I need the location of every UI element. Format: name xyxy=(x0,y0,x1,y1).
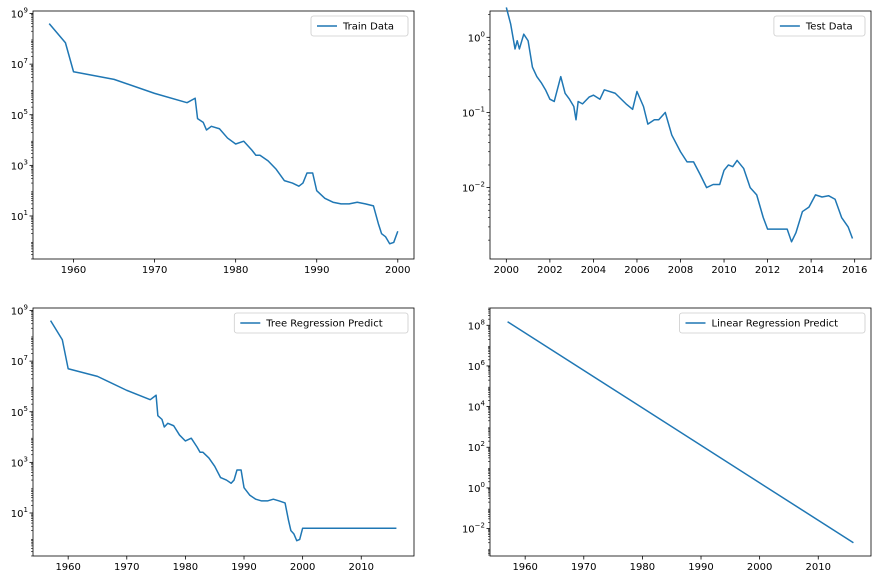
x-tick-label: 2000 xyxy=(747,562,772,573)
x-tick-label: 2014 xyxy=(798,265,823,276)
x-tick-label: 2002 xyxy=(537,265,562,276)
x-tick-label: 1970 xyxy=(571,562,596,573)
y-tick-label: 10−2 xyxy=(462,522,485,536)
y-tick-label: 101 xyxy=(11,506,28,520)
legend-box xyxy=(310,15,409,37)
x-tick-label: 1990 xyxy=(304,265,329,276)
x-tick-label: 2016 xyxy=(842,265,867,276)
y-tick-label: 101 xyxy=(11,209,28,223)
legend-label: Linear Regression Predict xyxy=(712,319,839,330)
x-tick-label: 2010 xyxy=(349,562,374,573)
axes-frame xyxy=(489,307,872,557)
legend: Linear Regression Predict xyxy=(679,312,866,334)
y-tick-label: 109 xyxy=(11,7,28,21)
legend-box xyxy=(679,312,866,334)
legend-box xyxy=(773,15,866,37)
x-tick-label: 1960 xyxy=(512,562,537,573)
x-tick-label: 2010 xyxy=(806,562,831,573)
y-tick-label: 108 xyxy=(468,318,485,332)
series-line xyxy=(48,23,399,245)
series-line xyxy=(505,7,854,243)
x-tick-label: 2012 xyxy=(755,265,780,276)
x-tick-label: 1970 xyxy=(114,562,139,573)
y-tick-label: 104 xyxy=(468,400,486,414)
x-tick-label: 2000 xyxy=(290,562,315,573)
subplot-tree-regression-predict: 1960 1970 1980 1990 2000 2010 101 103 105 107 109 T… xyxy=(11,304,415,573)
axes-frame xyxy=(32,307,415,557)
x-tick-label: 1990 xyxy=(688,562,713,573)
y-tick-label: 109 xyxy=(11,304,28,318)
x-tick-label: 1960 xyxy=(61,265,86,276)
x-tick-label: 2000 xyxy=(385,265,410,276)
y-tick-label: 10−1 xyxy=(462,105,485,119)
y-tick-label: 103 xyxy=(11,455,28,469)
x-tick-label: 1980 xyxy=(173,562,198,573)
axes-frame xyxy=(32,10,415,260)
x-tick-label: 2004 xyxy=(581,265,606,276)
legend-label: Test Data xyxy=(805,22,853,33)
x-tick-label: 1980 xyxy=(630,562,655,573)
y-tick-label: 100 xyxy=(468,30,485,44)
y-tick-label: 10−2 xyxy=(462,181,485,195)
x-tick-label: 2006 xyxy=(624,265,649,276)
x-tick-label: 2010 xyxy=(711,265,736,276)
x-tick-label: 1980 xyxy=(223,265,248,276)
legend: Train Data xyxy=(310,15,409,37)
series-line xyxy=(507,321,854,544)
y-tick-label: 106 xyxy=(468,359,486,373)
x-tick-label: 1990 xyxy=(231,562,256,573)
y-tick-label: 102 xyxy=(468,440,485,454)
y-tick-label: 107 xyxy=(11,354,28,368)
subplot-train-data: 1960 1970 1980 1990 2000 101 103 105 107 109 Train… xyxy=(11,7,415,276)
legend: Test Data xyxy=(773,15,866,37)
legend-label: Train Data xyxy=(342,22,394,33)
x-tick-label: 2000 xyxy=(494,265,519,276)
y-tick-label: 107 xyxy=(11,57,28,71)
y-tick-label: 103 xyxy=(11,158,28,172)
y-tick-label: 100 xyxy=(468,481,485,495)
subplot-linear-regression-predict: 1960 1970 1980 1990 2000 2010 10−2 100 102 104 106… xyxy=(462,307,872,573)
y-tick-label: 105 xyxy=(11,108,28,122)
axes-frame xyxy=(489,10,872,260)
x-tick-label: 2008 xyxy=(668,265,693,276)
legend: Tree Regression Predict xyxy=(233,312,409,334)
legend-box xyxy=(233,312,409,334)
legend-label: Tree Regression Predict xyxy=(265,319,382,330)
series-line xyxy=(49,320,397,542)
subplot-test-data: 2000 2002 2004 2006 2008 2010 2012 2014 2016 10−2… xyxy=(462,7,872,276)
x-tick-label: 1970 xyxy=(142,265,167,276)
y-tick-label: 105 xyxy=(11,405,28,419)
x-tick-label: 1960 xyxy=(55,562,80,573)
